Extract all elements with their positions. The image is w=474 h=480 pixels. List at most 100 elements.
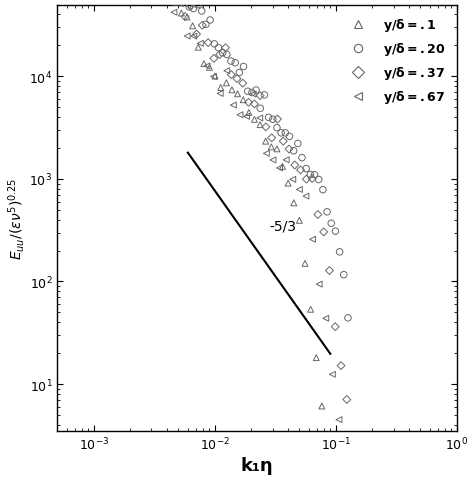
Point (222, 45, 229, 52)
Point (251, 116, 258, 124)
Point (161, 0, 168, 3)
Point (206, 17, 214, 25)
Point (236, 70, 243, 77)
Point (319, 186, 327, 194)
Point (283, 156, 290, 164)
Y-axis label: $E_{uu}/(\varepsilon\nu^5)^{0.25}$: $E_{uu}/(\varepsilon\nu^5)^{0.25}$ (6, 177, 27, 259)
Point (311, 171, 319, 179)
Point (202, 22, 210, 29)
Point (328, 371, 336, 378)
Point (322, 315, 329, 323)
Point (193, 31, 201, 39)
Point (231, 60, 239, 68)
Point (349, 445, 356, 453)
Point (256, 121, 264, 129)
Legend: $\bf{y/\delta=.1}$, $\bf{y/\delta=.20}$, $\bf{y/\delta=.37}$, $\bf{y/\delta=.67}: $\bf{y/\delta=.1}$, $\bf{y/\delta=.20}$,… (340, 12, 450, 111)
Point (284, 180, 292, 188)
Point (183, 33, 191, 41)
Point (256, 115, 264, 122)
Point (290, 200, 298, 207)
Point (245, 109, 253, 117)
Point (170, 0, 177, 3)
Point (256, 93, 264, 100)
Point (227, 58, 235, 66)
Point (190, 6, 197, 13)
Point (234, 91, 241, 98)
Point (297, 167, 304, 174)
Point (261, 92, 268, 99)
Point (223, 80, 230, 87)
Point (185, 4, 193, 12)
Point (273, 116, 281, 124)
Point (294, 140, 301, 148)
Point (217, 84, 225, 92)
Point (269, 116, 276, 124)
Point (251, 101, 258, 108)
Point (273, 146, 281, 154)
Point (291, 162, 299, 169)
Point (335, 416, 343, 423)
Point (204, 40, 212, 48)
Point (243, 113, 250, 121)
Point (248, 89, 255, 97)
X-axis label: k₁η: k₁η (241, 456, 273, 474)
Point (228, 72, 235, 79)
Point (302, 166, 310, 173)
Point (296, 186, 303, 194)
Point (337, 362, 345, 370)
Point (314, 211, 322, 219)
Point (268, 135, 275, 143)
Point (228, 87, 236, 95)
Point (210, 73, 218, 81)
Point (312, 354, 320, 362)
Point (332, 228, 339, 236)
Point (315, 281, 323, 288)
Point (199, 22, 206, 30)
Point (296, 217, 303, 225)
Point (229, 102, 237, 110)
Point (211, 73, 219, 81)
Point (240, 63, 247, 71)
Point (223, 68, 230, 75)
Point (239, 96, 247, 104)
Point (307, 171, 314, 179)
Point (263, 150, 270, 158)
Point (244, 88, 252, 96)
Point (323, 208, 331, 216)
Point (315, 176, 322, 184)
Point (340, 271, 347, 279)
Point (269, 157, 277, 165)
Point (343, 396, 351, 404)
Point (170, 10, 178, 17)
Point (309, 175, 316, 183)
Point (318, 402, 326, 410)
Point (309, 236, 316, 243)
Point (189, 23, 196, 31)
Point (282, 130, 289, 137)
Point (215, 45, 222, 52)
Point (177, 1, 184, 9)
Point (301, 260, 309, 268)
Point (249, 91, 257, 99)
Point (198, 8, 206, 16)
Point (216, 90, 224, 98)
Point (194, 2, 201, 10)
Point (175, 0, 183, 2)
Point (245, 99, 252, 107)
Point (183, 14, 191, 22)
Point (320, 228, 328, 236)
Point (276, 165, 283, 172)
Point (331, 323, 339, 331)
Point (200, 60, 208, 68)
Point (267, 144, 275, 151)
Point (289, 176, 297, 184)
Point (290, 147, 298, 155)
Point (262, 138, 270, 146)
Point (277, 130, 285, 137)
Point (219, 50, 227, 58)
Point (206, 64, 213, 72)
Point (190, 33, 198, 41)
Point (286, 133, 293, 141)
Point (181, 14, 189, 22)
Point (344, 314, 352, 322)
